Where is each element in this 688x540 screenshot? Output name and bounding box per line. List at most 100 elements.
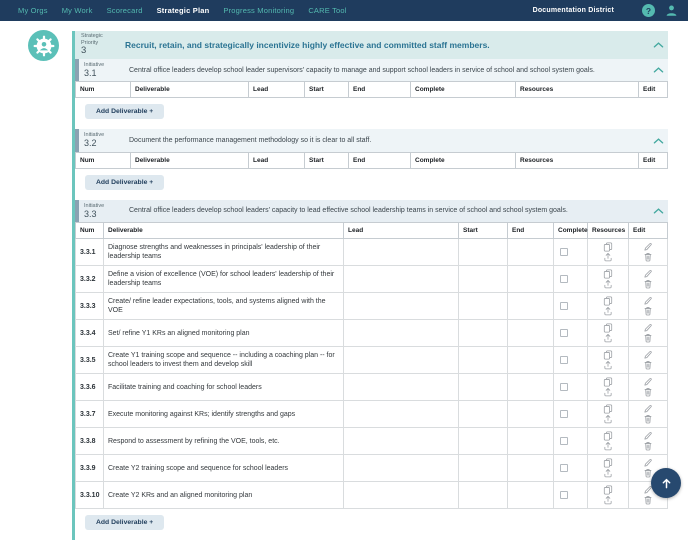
upload-resource-icon[interactable] <box>603 441 613 451</box>
nav-item-my-work[interactable]: My Work <box>61 6 93 15</box>
lead-cell[interactable] <box>343 400 459 429</box>
start-cell[interactable] <box>458 265 508 294</box>
upload-resource-icon[interactable] <box>603 333 613 343</box>
start-cell[interactable] <box>458 400 508 429</box>
complete-checkbox[interactable] <box>560 302 568 311</box>
start-cell[interactable] <box>458 238 508 267</box>
end-cell[interactable] <box>507 400 554 429</box>
delete-trash-icon[interactable] <box>643 252 653 262</box>
lead-cell[interactable] <box>343 427 459 456</box>
lead-cell[interactable] <box>343 292 459 321</box>
delete-trash-icon[interactable] <box>643 441 653 451</box>
copy-resource-icon[interactable] <box>603 377 613 387</box>
edit-pencil-icon[interactable] <box>643 458 653 468</box>
complete-checkbox[interactable] <box>560 410 568 419</box>
complete-checkbox[interactable] <box>560 491 568 500</box>
delete-trash-icon[interactable] <box>643 279 653 289</box>
edit-pencil-icon[interactable] <box>643 269 653 279</box>
end-cell[interactable] <box>507 319 554 348</box>
end-cell[interactable] <box>507 373 554 402</box>
complete-cell <box>553 481 588 510</box>
upload-resource-icon[interactable] <box>603 252 613 262</box>
delete-trash-icon[interactable] <box>643 306 653 316</box>
complete-checkbox[interactable] <box>560 329 568 338</box>
copy-resource-icon[interactable] <box>603 404 613 414</box>
lead-cell[interactable] <box>343 319 459 348</box>
edit-pencil-icon[interactable] <box>643 377 653 387</box>
start-cell[interactable] <box>458 373 508 402</box>
table-header-row: Num Deliverable Lead Start End Complete Resour… <box>75 81 668 99</box>
end-cell[interactable] <box>507 265 554 294</box>
start-cell[interactable] <box>458 454 508 483</box>
complete-checkbox[interactable] <box>560 275 568 284</box>
resources-cell <box>587 346 629 375</box>
nav-item-progress-monitoring[interactable]: Progress Monitoring <box>223 6 295 15</box>
lead-cell[interactable] <box>343 346 459 375</box>
end-cell[interactable] <box>507 346 554 375</box>
add-deliverable-button[interactable]: Add Deliverable + <box>85 174 165 190</box>
edit-pencil-icon[interactable] <box>643 404 653 414</box>
nav-item-strategic-plan[interactable]: Strategic Plan <box>156 6 210 15</box>
lead-cell[interactable] <box>343 373 459 402</box>
start-cell[interactable] <box>458 427 508 456</box>
complete-checkbox[interactable] <box>560 356 568 365</box>
edit-pencil-icon[interactable] <box>643 431 653 441</box>
end-cell[interactable] <box>507 292 554 321</box>
delete-trash-icon[interactable] <box>643 387 653 397</box>
nav-item-care-tool[interactable]: CARE Tool <box>308 6 347 15</box>
add-deliverable-button[interactable]: Add Deliverable + <box>85 104 165 120</box>
start-cell[interactable] <box>458 346 508 375</box>
complete-checkbox[interactable] <box>560 248 568 257</box>
end-cell[interactable] <box>507 481 554 510</box>
upload-resource-icon[interactable] <box>603 279 613 289</box>
delete-trash-icon[interactable] <box>643 360 653 370</box>
help-icon[interactable]: ? <box>642 4 655 17</box>
add-deliverable-button[interactable]: Add Deliverable + <box>85 515 165 531</box>
copy-resource-icon[interactable] <box>603 242 613 252</box>
end-cell[interactable] <box>507 454 554 483</box>
delete-trash-icon[interactable] <box>643 414 653 424</box>
nav-item-scorecard[interactable]: Scorecard <box>106 6 143 15</box>
complete-checkbox[interactable] <box>560 437 568 446</box>
lead-cell[interactable] <box>343 265 459 294</box>
upload-resource-icon[interactable] <box>603 360 613 370</box>
edit-pencil-icon[interactable] <box>643 350 653 360</box>
end-cell[interactable] <box>507 238 554 267</box>
nav-item-my-orgs[interactable]: My Orgs <box>18 6 48 15</box>
upload-resource-icon[interactable] <box>603 468 613 478</box>
upload-resource-icon[interactable] <box>603 495 613 505</box>
chevron-up-icon[interactable] <box>648 207 668 215</box>
copy-resource-icon[interactable] <box>603 485 613 495</box>
end-cell[interactable] <box>507 427 554 456</box>
column-header-resources: Resources <box>515 81 639 99</box>
lead-cell[interactable] <box>343 481 459 510</box>
lead-cell[interactable] <box>343 238 459 267</box>
delete-trash-icon[interactable] <box>643 333 653 343</box>
user-account-icon[interactable] <box>665 4 678 17</box>
copy-resource-icon[interactable] <box>603 350 613 360</box>
copy-resource-icon[interactable] <box>603 296 613 306</box>
edit-pencil-icon[interactable] <box>643 242 653 252</box>
complete-checkbox[interactable] <box>560 464 568 473</box>
chevron-up-icon[interactable] <box>648 66 668 74</box>
scroll-to-top-button[interactable] <box>651 468 681 498</box>
complete-checkbox[interactable] <box>560 383 568 392</box>
start-cell[interactable] <box>458 481 508 510</box>
copy-resource-icon[interactable] <box>603 323 613 333</box>
upload-resource-icon[interactable] <box>603 387 613 397</box>
lead-cell[interactable] <box>343 454 459 483</box>
edit-pencil-icon[interactable] <box>643 296 653 306</box>
chevron-up-icon[interactable] <box>648 137 668 145</box>
upload-resource-icon[interactable] <box>603 306 613 316</box>
edit-pencil-icon[interactable] <box>643 323 653 333</box>
start-cell[interactable] <box>458 319 508 348</box>
copy-resource-icon[interactable] <box>603 431 613 441</box>
upload-resource-icon[interactable] <box>603 414 613 424</box>
delete-trash-icon[interactable] <box>643 495 653 505</box>
copy-resource-icon[interactable] <box>603 458 613 468</box>
chevron-up-icon[interactable] <box>648 41 668 49</box>
start-cell[interactable] <box>458 292 508 321</box>
delete-trash-icon[interactable] <box>643 468 653 478</box>
column-header-edit: Edit <box>638 81 668 99</box>
copy-resource-icon[interactable] <box>603 269 613 279</box>
